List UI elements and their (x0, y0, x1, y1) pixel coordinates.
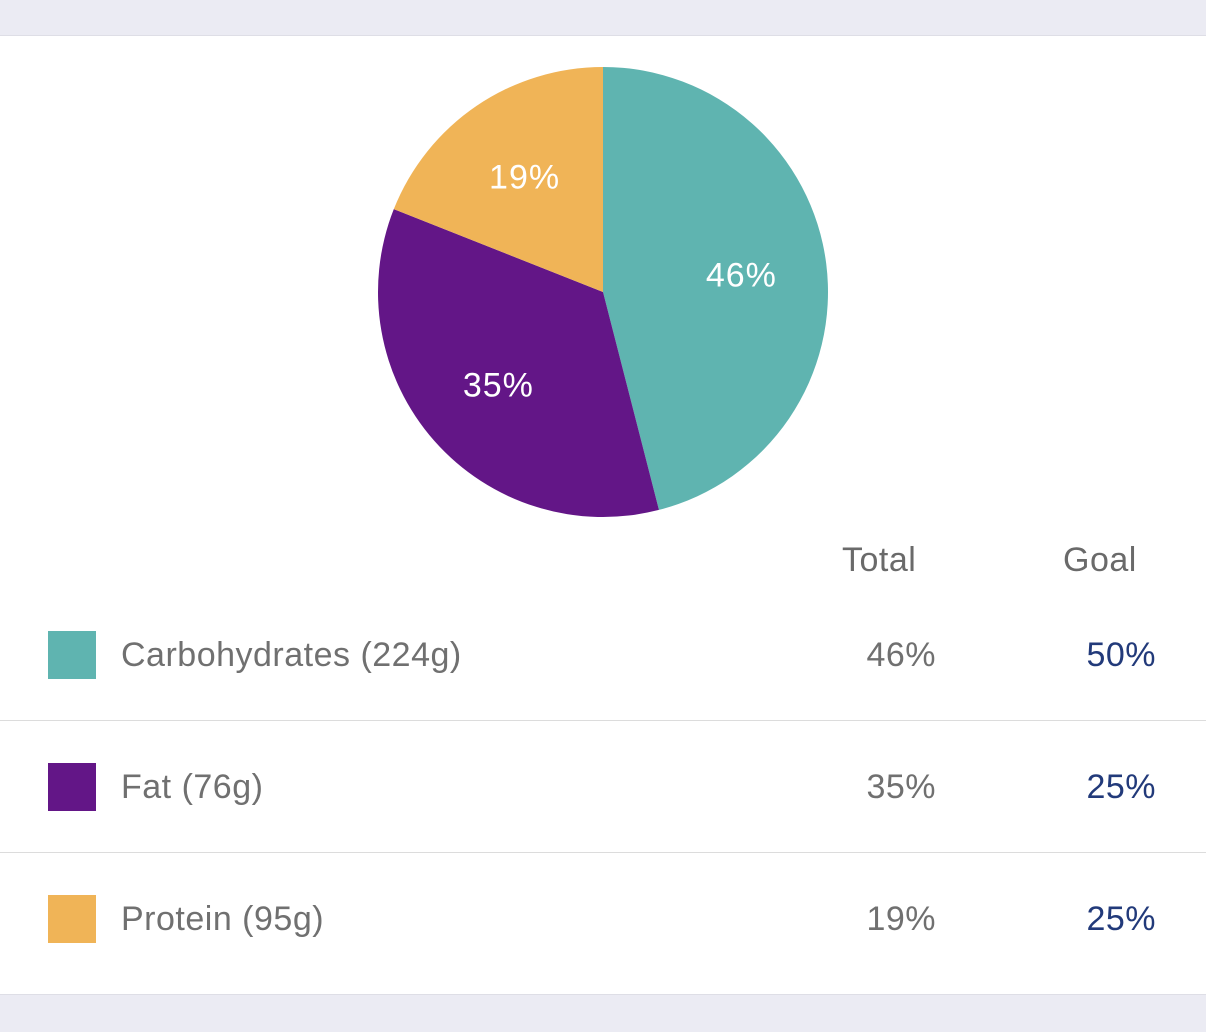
protein-total: 19% (866, 900, 936, 938)
goal-column-header: Goal (1063, 541, 1137, 579)
carbohydrates-total: 46% (866, 636, 936, 674)
macro-row-carbohydrates[interactable]: Carbohydrates (224g) 46% 50% (0, 589, 1206, 721)
protein-color-swatch (48, 895, 96, 943)
macros-card: 46% 35% 19% Total Goal Carbohydrates (224g… (0, 35, 1206, 995)
macros-pie-chart: 46% 35% 19% (378, 67, 829, 517)
pie-slice-fat (378, 209, 659, 517)
pie-slice-protein (393, 67, 603, 292)
fat-label: Fat (76g) (121, 768, 264, 806)
carbohydrates-goal: 50% (1086, 636, 1156, 674)
pie-label-fat: 35% (463, 366, 534, 404)
pie-label-carbohydrates: 46% (706, 257, 777, 295)
top-band (0, 0, 1206, 35)
row-divider (0, 720, 1206, 721)
protein-goal: 25% (1086, 900, 1156, 938)
carbohydrates-label: Carbohydrates (224g) (121, 636, 462, 674)
pie-label-protein: 19% (489, 159, 560, 197)
total-column-header: Total (842, 541, 917, 579)
fat-color-swatch (48, 763, 96, 811)
row-divider (0, 852, 1206, 853)
carbohydrates-color-swatch (48, 631, 96, 679)
protein-label: Protein (95g) (121, 900, 325, 938)
fat-goal: 25% (1086, 768, 1156, 806)
pie-slice-carbohydrates (603, 67, 829, 510)
macro-row-protein[interactable]: Protein (95g) 19% 25% (0, 853, 1206, 985)
macro-row-fat[interactable]: Fat (76g) 35% 25% (0, 721, 1206, 853)
fat-total: 35% (866, 768, 936, 806)
bottom-band (0, 995, 1206, 1032)
